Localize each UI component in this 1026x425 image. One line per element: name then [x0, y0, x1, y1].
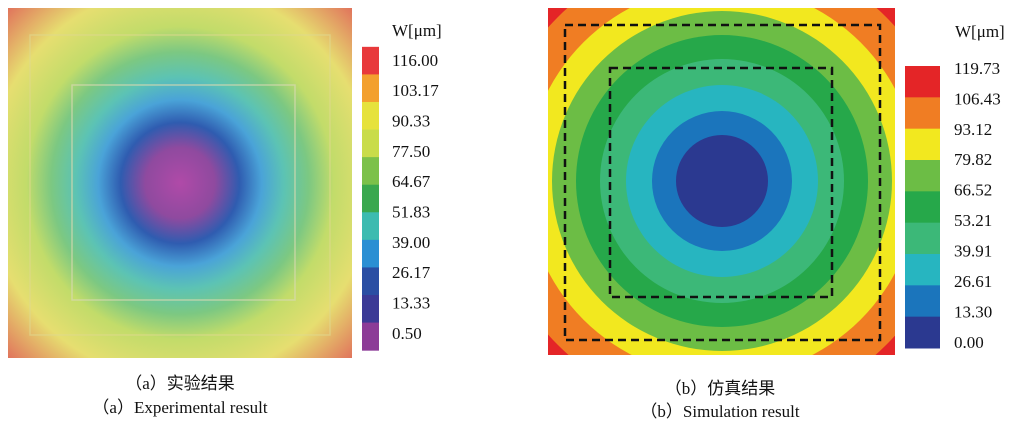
- colorbar-band: [362, 157, 379, 185]
- caption: （a）Experimental result: [92, 398, 267, 417]
- colorbar-band: [905, 160, 940, 192]
- colorbar-label: 77.50: [392, 142, 430, 161]
- colorbar-band: [362, 323, 379, 351]
- colorbar-label: 90.33: [392, 112, 430, 131]
- figure: W[μm] W[μm] （a）实验结果 （a）Experimental resu…: [0, 0, 1026, 425]
- colorbar-label: 119.73: [954, 59, 1000, 78]
- colorbar-band: [362, 130, 379, 158]
- colorbar-unit: W[μm]: [955, 22, 1005, 41]
- colorbar-band: [362, 74, 379, 102]
- colorbar-band: [362, 185, 379, 213]
- colorbar-band: [905, 191, 940, 223]
- caption: （b）仿真结果: [665, 379, 776, 398]
- colorbar-band: [362, 47, 379, 75]
- colorbar-label: 51.83: [392, 203, 430, 222]
- caption: （b）Simulation result: [640, 402, 799, 421]
- colorbar-band: [905, 97, 940, 129]
- colorbar-band: [362, 267, 379, 295]
- simulation-map: [490, 0, 954, 413]
- colorbar-label: 0.00: [954, 333, 984, 352]
- colorbar-label: 93.12: [954, 120, 992, 139]
- colorbar-label: 66.52: [954, 181, 992, 200]
- colorbar-band: [362, 102, 379, 130]
- colorbar-band: [362, 240, 379, 268]
- colorbar-band: [362, 212, 379, 240]
- colorbar-label: 53.21: [954, 211, 992, 230]
- colorbar-band: [905, 223, 940, 255]
- caption: （a）实验结果: [125, 374, 235, 393]
- colorbar-label: 39.91: [954, 242, 992, 261]
- colorbar-label: 116.00: [392, 51, 438, 70]
- colorbar-label: 64.67: [392, 172, 431, 191]
- colorbar-label: 106.43: [954, 89, 1001, 108]
- colorbar-band: [362, 295, 379, 323]
- colorbar-band: [905, 129, 940, 161]
- colorbar-label: 26.17: [392, 263, 431, 282]
- colorbar-band: [905, 285, 940, 317]
- colorbar-band: [905, 254, 940, 286]
- colorbar-label: 103.17: [392, 81, 439, 100]
- colorbar-label: 0.50: [392, 324, 422, 343]
- colorbar-label: 39.00: [392, 233, 430, 252]
- colorbar-band: [905, 317, 940, 349]
- colorbar-label: 26.61: [954, 272, 992, 291]
- colorbar-label: 13.30: [954, 302, 992, 321]
- colorbar-label: 79.82: [954, 150, 992, 169]
- colorbar-band: [905, 66, 940, 98]
- colorbar-unit: W[μm]: [392, 21, 442, 40]
- experimental-map: [8, 8, 352, 358]
- colorbar-label: 13.33: [392, 294, 430, 313]
